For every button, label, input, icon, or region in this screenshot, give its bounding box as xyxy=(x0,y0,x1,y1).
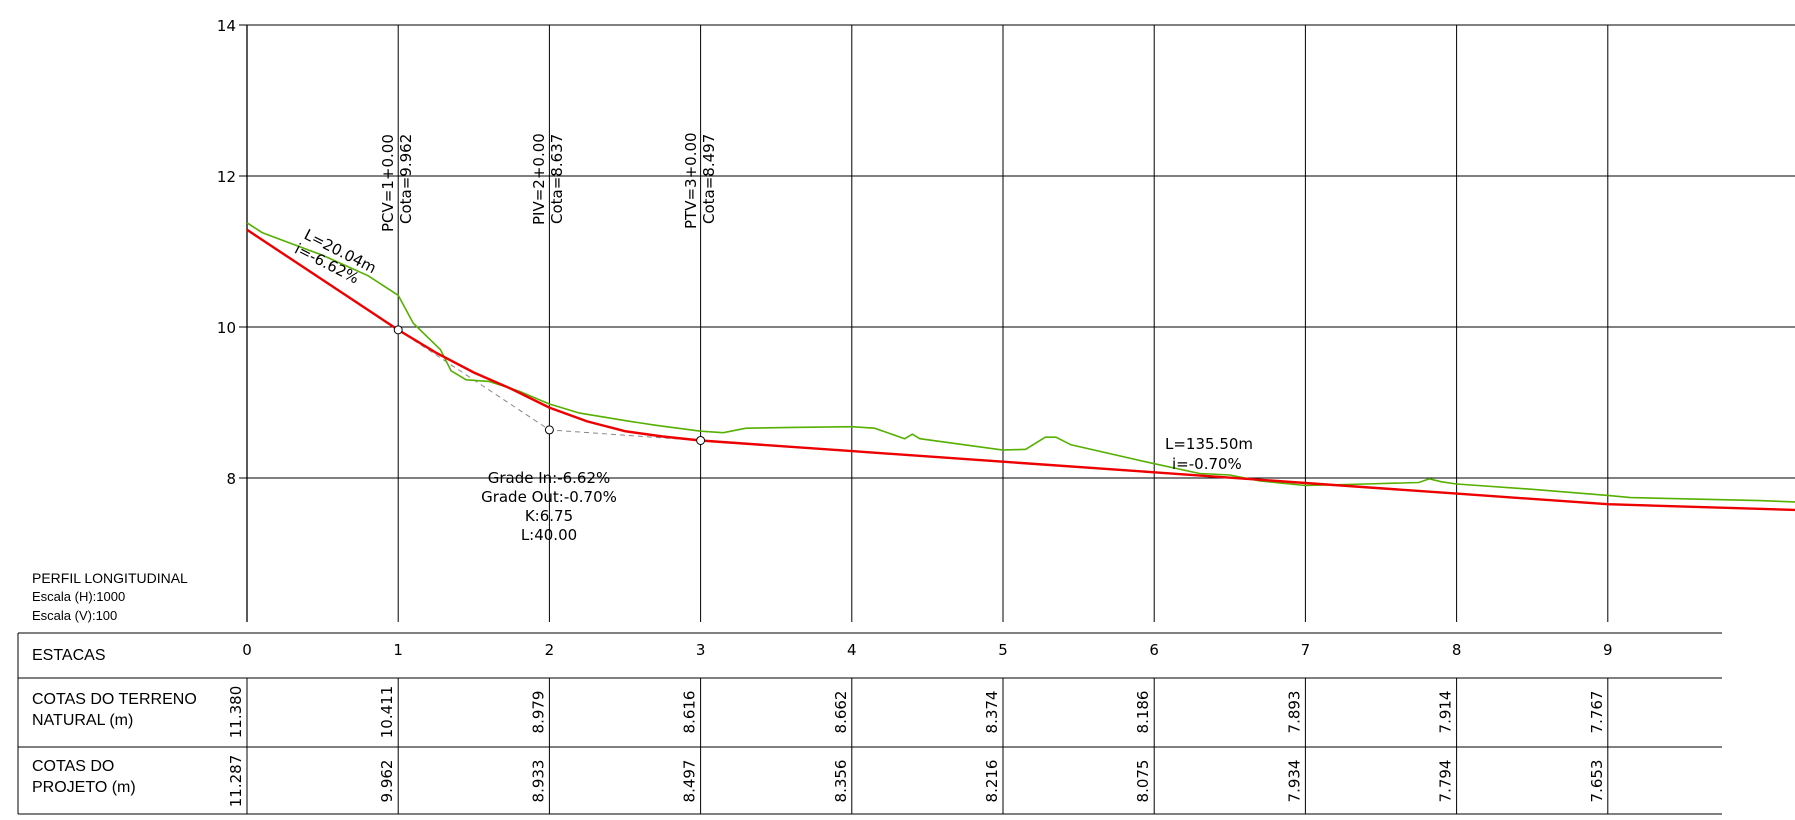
vertical-scale: Escala (V):100 xyxy=(32,608,117,623)
vertical-curve-data: Grade In:-6.62% Grade Out:-0.70% K:6.75 … xyxy=(481,469,617,544)
curve-grade-out: Grade Out:-0.70% xyxy=(481,488,617,506)
terrain-elevation-value: 8.374 xyxy=(983,691,1001,734)
curve-l: L:40.00 xyxy=(521,526,577,544)
vertex-marker xyxy=(696,435,706,445)
project-grade-line xyxy=(246,228,1795,512)
station-label: 7 xyxy=(1301,641,1311,659)
grade-2-length: L=135.50m xyxy=(1165,435,1253,453)
project-elevation-value: 7.794 xyxy=(1437,760,1455,803)
vertex-marker xyxy=(393,325,403,335)
station-label: 4 xyxy=(847,641,857,659)
y-tick-label: 8 xyxy=(226,470,236,488)
row-label-project-unit: PROJETO (m) xyxy=(32,779,136,796)
piv-station-text: PIV=2+0.00 xyxy=(530,133,548,225)
row-label-terrain-unit: NATURAL (m) xyxy=(32,712,133,729)
grade-2-slope: i=-0.70% xyxy=(1172,455,1242,473)
station-label: 5 xyxy=(998,641,1008,659)
project-elevation-value: 7.653 xyxy=(1588,760,1606,803)
project-elevation-value: 7.934 xyxy=(1285,760,1303,803)
station-label: 6 xyxy=(1149,641,1159,659)
terrain-elevation-value: 8.616 xyxy=(681,691,699,734)
table-lines xyxy=(17,632,1722,815)
project-elevation-value: 8.216 xyxy=(983,760,1001,803)
vertex-marker xyxy=(544,425,554,435)
piv-annotation: PIV=2+0.00 Cota=8.637 xyxy=(530,133,566,225)
profile-grid xyxy=(239,24,1795,622)
project-elevation-value: 8.356 xyxy=(832,760,850,803)
row-label-terrain: COTAS DO TERRENO xyxy=(32,691,197,708)
grade-2-label: L=135.50m i=-0.70% xyxy=(1165,435,1253,473)
y-tick-label: 10 xyxy=(217,319,236,337)
pcv-annotation: PCV=1+0.00 Cota=9.962 xyxy=(379,134,415,232)
terrain-elevation-value: 10.411 xyxy=(378,686,396,739)
station-label: 2 xyxy=(545,641,555,659)
project-elevation-value: 11.287 xyxy=(227,755,245,808)
row-label-project: COTAS DO xyxy=(32,758,114,775)
y-axis-labels: 14 12 10 8 xyxy=(217,17,236,488)
project-polyline xyxy=(246,228,1795,512)
station-label: 9 xyxy=(1603,641,1613,659)
row-label-stations: ESTACAS xyxy=(32,647,106,664)
profile-data-table: ESTACAS COTAS DO TERRENO NATURAL (m) COT… xyxy=(32,647,197,796)
terrain-elevation-value: 7.767 xyxy=(1588,691,1606,734)
project-elevation-value: 8.933 xyxy=(529,760,547,803)
terrain-elevation-value: 11.380 xyxy=(227,686,245,739)
project-elevation-value: 8.075 xyxy=(1134,760,1152,803)
y-tick-label: 12 xyxy=(217,168,236,186)
terrain-elevation-value: 8.979 xyxy=(529,691,547,734)
table-values: 01234567899+15.5011.38010.4118.9798.6168… xyxy=(227,641,1613,808)
y-tick-label: 14 xyxy=(217,17,236,35)
project-elevation-value: 9.962 xyxy=(378,760,396,803)
vertex-markers xyxy=(393,325,706,445)
terrain-elevation-value: 8.186 xyxy=(1134,691,1152,734)
horizontal-scale: Escala (H):1000 xyxy=(32,589,125,604)
grade-1-label: L=20.04m i=-6.62% xyxy=(292,226,380,288)
project-elevation-value: 8.497 xyxy=(681,760,699,803)
profile-title: PERFIL LONGITUDINAL xyxy=(32,570,188,586)
terrain-elevation-value: 7.893 xyxy=(1285,691,1303,734)
terrain-elevation-value: 8.662 xyxy=(832,691,850,734)
pcv-station-text: PCV=1+0.00 xyxy=(379,134,397,232)
pcv-cota-text: Cota=9.962 xyxy=(397,134,415,224)
ptv-station-text: PTV=3+0.00 xyxy=(682,132,700,229)
curve-k: K:6.75 xyxy=(525,507,573,525)
station-label: 8 xyxy=(1452,641,1462,659)
piv-cota-text: Cota=8.637 xyxy=(548,134,566,224)
title-block: PERFIL LONGITUDINAL Escala (H):1000 Esca… xyxy=(32,570,188,623)
ptv-cota-text: Cota=8.497 xyxy=(700,134,718,224)
ptv-annotation: PTV=3+0.00 Cota=8.497 xyxy=(682,132,718,229)
station-label: 0 xyxy=(242,641,252,659)
station-label: 1 xyxy=(393,641,403,659)
curve-grade-in: Grade In:-6.62% xyxy=(488,469,611,487)
station-label: 3 xyxy=(696,641,706,659)
terrain-elevation-value: 7.914 xyxy=(1437,691,1455,734)
